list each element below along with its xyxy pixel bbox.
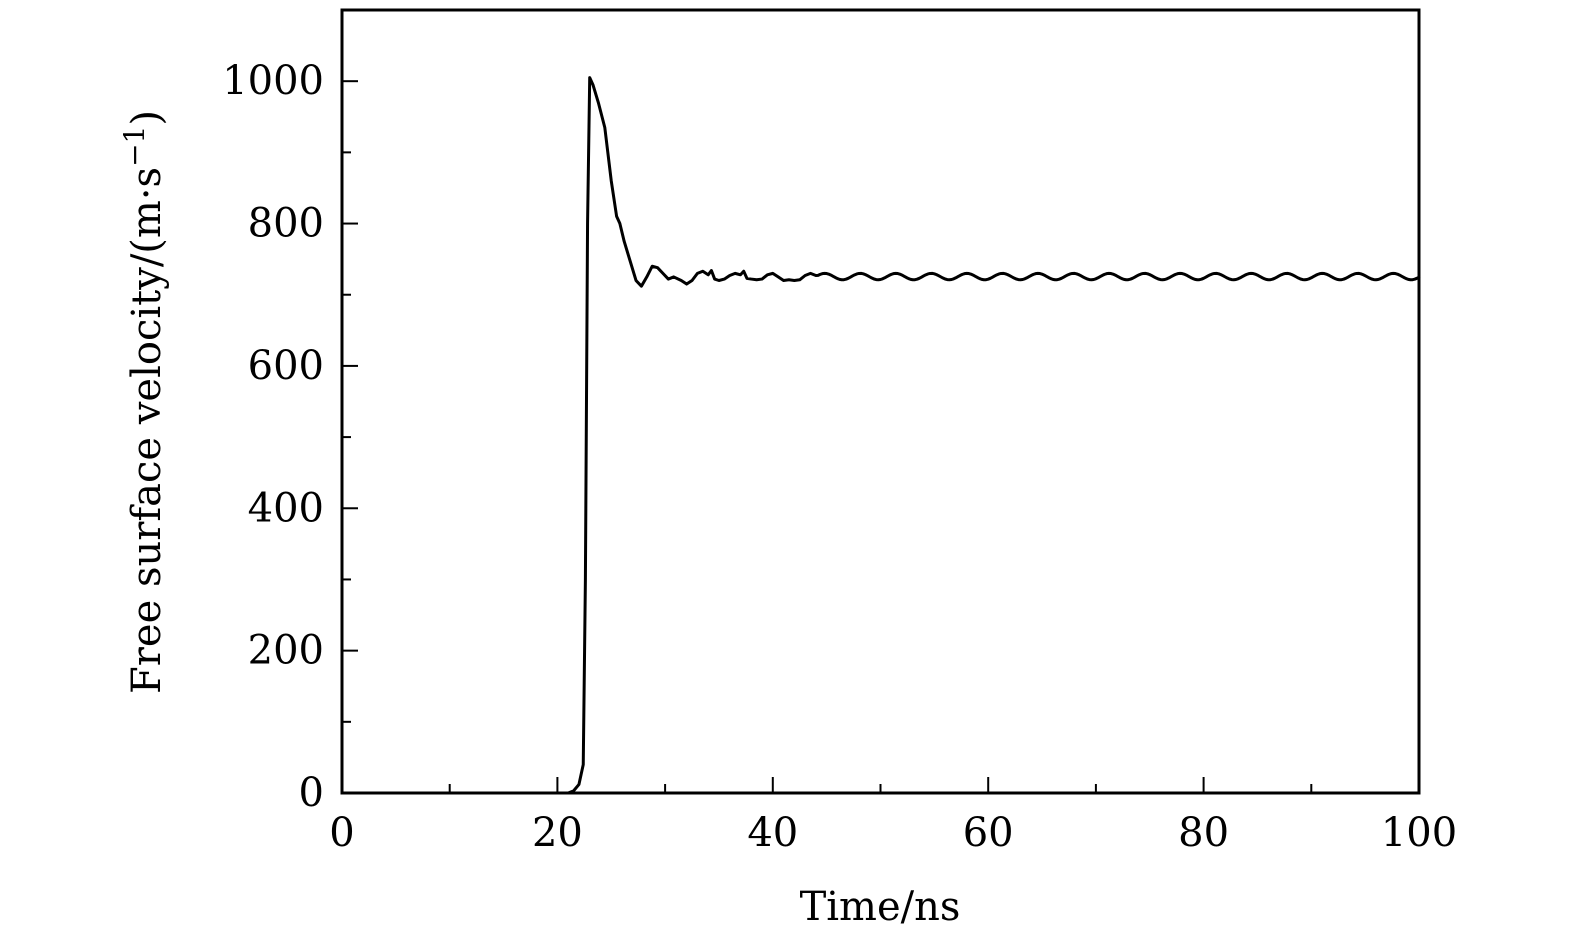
y-tick-label: 800 xyxy=(248,201,324,247)
y-tick-label: 600 xyxy=(248,343,324,389)
y-axis-title-superscript: −1 xyxy=(118,126,151,167)
x-axis-title: Time/ns xyxy=(800,884,961,930)
y-tick-label: 1000 xyxy=(222,58,324,104)
y-axis-title-main: Free surface velocity/(m·s xyxy=(124,167,170,694)
x-tick-label: 20 xyxy=(532,810,583,856)
x-tick-label: 60 xyxy=(963,810,1014,856)
x-tick-label: 0 xyxy=(329,810,354,856)
axis-ticks xyxy=(341,9,1420,794)
velocity-series-line xyxy=(340,76,1421,795)
y-axis-title: Free surface velocity/(m·s−1) xyxy=(118,110,170,694)
y-tick-label: 200 xyxy=(248,628,324,674)
y-axis-title-suffix: ) xyxy=(124,110,170,126)
x-tick-label: 40 xyxy=(747,810,798,856)
x-tick-label: 100 xyxy=(1381,810,1457,856)
y-tick-label: 0 xyxy=(299,770,324,816)
x-tick-label: 80 xyxy=(1178,810,1229,856)
plot-frame xyxy=(340,8,1421,795)
y-tick-label: 400 xyxy=(248,485,324,531)
